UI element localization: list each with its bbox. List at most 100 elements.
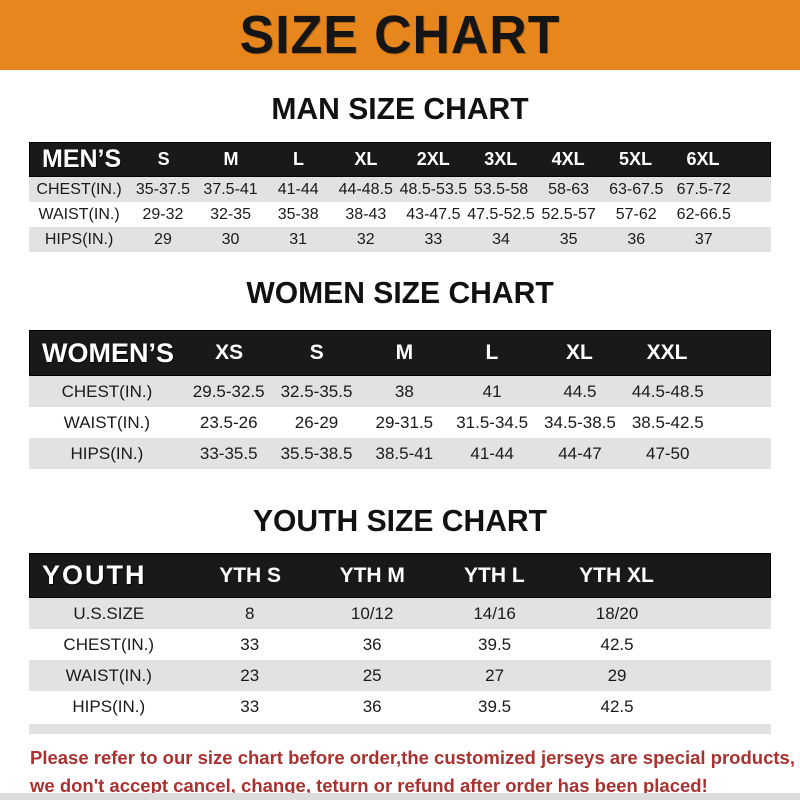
measurement-cell: 57-62 — [615, 205, 657, 223]
size-column-header: YTH M — [339, 563, 405, 587]
measurement-cell: 25 — [362, 665, 382, 685]
women-section-heading: WOMEN SIZE CHART — [246, 275, 554, 310]
measurement-cell: 35 — [559, 230, 578, 248]
footer-notice-line1: Please refer to our size chart before or… — [30, 747, 795, 768]
table-header-bar: WOMEN’S XS S M L XL XXL — [29, 330, 771, 376]
measurement-cell: 38.5-41 — [375, 443, 434, 463]
size-column-header: L — [292, 149, 304, 169]
measurement-cell: 10/12 — [350, 603, 394, 623]
table-header-bar: MEN’S S M L XL 2XL 3XL 4XL 5XL 6XL — [29, 142, 771, 177]
measurement-cell: 44.5-48.5 — [631, 381, 704, 401]
measurement-cell: 29 — [154, 230, 172, 248]
row-label: CHEST(IN.) — [36, 180, 122, 198]
table-corner-label: MEN’S — [42, 145, 122, 173]
row-label: HIPS(IN.) — [70, 443, 144, 463]
measurement-cell: 33-35.5 — [199, 443, 258, 463]
measurement-cell: 27 — [485, 665, 505, 685]
measurement-cell: 29-31.5 — [375, 412, 434, 432]
measurement-cell: 36 — [627, 230, 646, 248]
table-row: CHEST(IN.) 29.5-32.5 32.5-35.5 38 41 44.5 44.5… — [29, 376, 771, 407]
size-column-header: XL — [566, 341, 593, 364]
measurement-cell: 30 — [221, 230, 240, 248]
measurement-cell: 47.5-52.5 — [467, 205, 535, 223]
table-row: WAIST(IN.) 23.5-26 26-29 29-31.5 31.5-34.5 34… — [29, 407, 771, 438]
table-row: U.S.SIZE 8 10/12 14/16 18/20 — [29, 598, 771, 629]
measurement-cell: 38.5-42.5 — [631, 412, 704, 432]
measurement-cell: 23 — [240, 665, 260, 685]
table-row: HIPS(IN.) 29 30 31 32 33 34 35 36 37 — [29, 227, 771, 252]
measurement-cell: 29 — [607, 665, 627, 685]
footer-notice-line2: we don't accept cancel, change, teturn o… — [30, 775, 708, 796]
measurement-cell: 48.5-53.5 — [399, 180, 468, 198]
row-label: WAIST(IN.) — [65, 665, 152, 685]
measurement-cell: 35-38 — [277, 205, 319, 223]
measurement-cell: 42.5 — [600, 634, 634, 654]
measurement-cell: 18/20 — [595, 603, 639, 623]
measurement-cell: 29-32 — [142, 205, 184, 223]
youth-size-table: YOUTH YTH S YTH M YTH L YTH XL U.S.SIZE 8 10/12… — [29, 553, 771, 734]
measurement-cell: 38 — [394, 381, 414, 401]
table-row: WAIST(IN.) 29-32 32-35 35-38 38-43 43-47.5 47.… — [29, 202, 771, 227]
measurement-cell: 44.5 — [563, 381, 597, 401]
measurement-cell: 32.5-35.5 — [280, 381, 353, 401]
man-size-table: MEN’S S M L XL 2XL 3XL 4XL 5XL 6XL CHEST(IN.) 35-37… — [29, 142, 771, 252]
measurement-cell: 31 — [289, 230, 308, 248]
size-column-header: 4XL — [551, 149, 585, 169]
row-label: U.S.SIZE — [73, 603, 145, 623]
size-column-header: YTH S — [219, 563, 282, 587]
row-label: HIPS(IN.) — [44, 230, 114, 248]
table-header-bar: YOUTH YTH S YTH M YTH L YTH XL — [29, 553, 771, 598]
table-bottom-strip — [29, 724, 771, 734]
measurement-cell: 23.5-26 — [199, 412, 258, 432]
measurement-cell: 52.5-57 — [541, 205, 596, 223]
measurement-cell: 35.5-38.5 — [280, 443, 353, 463]
measurement-cell: 39.5 — [478, 634, 512, 654]
size-column-header: XL — [354, 149, 378, 169]
size-column-header: YTH XL — [579, 563, 654, 587]
size-column-header: M — [223, 149, 239, 169]
size-chart-banner: SIZE CHART — [0, 0, 800, 70]
measurement-cell: 47-50 — [645, 443, 690, 463]
measurement-cell: 38-43 — [345, 205, 387, 223]
measurement-cell: 37 — [694, 230, 713, 248]
table-row: CHEST(IN.) 35-37.5 37.5-41 41-44 44-48.5 48.5… — [29, 177, 771, 202]
banner-title: SIZE CHART — [239, 5, 561, 65]
table-row: HIPS(IN.) 33-35.5 35.5-38.5 38.5-41 41-44 44-… — [29, 438, 771, 469]
measurement-cell: 43-47.5 — [406, 205, 461, 223]
measurement-cell: 44-47 — [558, 443, 602, 463]
measurement-cell: 44-48.5 — [338, 180, 393, 198]
measurement-cell: 8 — [244, 603, 255, 623]
measurement-cell: 41-44 — [470, 443, 514, 463]
measurement-cell: 58-63 — [548, 180, 590, 198]
row-label: WAIST(IN.) — [63, 412, 151, 432]
measurement-cell: 34.5-38.5 — [544, 412, 616, 432]
measurement-cell: 42.5 — [600, 696, 634, 716]
size-column-header: 2XL — [416, 149, 450, 169]
size-column-header: S — [309, 341, 324, 364]
measurement-cell: 35-37.5 — [135, 180, 191, 198]
table-row: WAIST(IN.) 23 25 27 29 — [29, 660, 771, 691]
size-column-header: XS — [215, 341, 244, 364]
measurement-cell: 67.5-72 — [676, 180, 731, 198]
measurement-cell: 34 — [492, 230, 510, 248]
size-column-header: M — [395, 341, 414, 364]
measurement-cell: 36 — [362, 696, 382, 716]
measurement-cell: 29.5-32.5 — [192, 381, 265, 401]
women-size-table: WOMEN’S XS S M L XL XXL CHEST(IN.) 29.5-32.5 32.5… — [29, 330, 771, 469]
measurement-cell: 41 — [482, 381, 502, 401]
measurement-cell: 14/16 — [473, 603, 516, 623]
youth-section-heading: YOUTH SIZE CHART — [252, 503, 548, 538]
row-label: CHEST(IN.) — [61, 381, 153, 401]
row-label: WAIST(IN.) — [38, 205, 120, 223]
measurement-cell: 32-35 — [210, 205, 252, 223]
size-column-header: 5XL — [619, 149, 653, 169]
bottom-divider — [0, 793, 800, 800]
measurement-cell: 32 — [356, 230, 375, 248]
measurement-cell: 36 — [362, 634, 382, 654]
size-column-header: XXL — [646, 341, 688, 364]
size-column-header: 3XL — [484, 149, 518, 169]
measurement-cell: 41-44 — [277, 180, 319, 198]
table-corner-label: YOUTH — [42, 560, 147, 590]
footer-notice: Please refer to our size chart before or… — [30, 744, 800, 800]
size-column-header: S — [157, 149, 170, 169]
